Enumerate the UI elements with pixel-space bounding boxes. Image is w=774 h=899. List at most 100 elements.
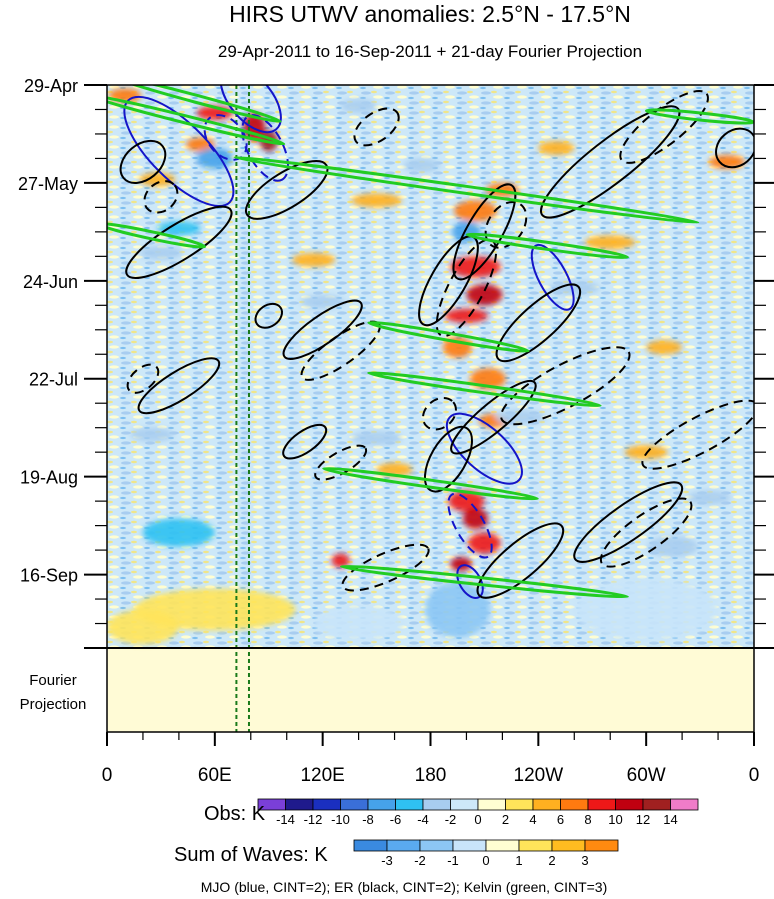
anomaly-blob-31 xyxy=(351,431,402,446)
anomaly-blob-11 xyxy=(444,308,489,323)
wave-legend-text: MJO (blue, CINT=2); ER (black, CINT=2); … xyxy=(201,879,608,895)
mjo-contour-6 xyxy=(447,492,493,559)
obs-colorbar-level-6: -2 xyxy=(445,812,457,827)
x-tick-label-5: 60W xyxy=(627,765,666,786)
obs-colorbar: -14 -12 -10 -8 -6 -4 -2 0 2 4 6 8 10 12 14 xyxy=(257,798,699,827)
anomaly-blob-35 xyxy=(647,536,699,558)
x-tick-label-3: 180 xyxy=(415,765,447,786)
anomaly-blob-6 xyxy=(351,193,402,208)
obs-colorbar-swatch-9 xyxy=(505,798,534,811)
er-contour-23 xyxy=(476,522,565,599)
obs-colorbar-swatch-11 xyxy=(560,798,589,811)
y-axis: 29-Apr 27-May 24-Jun 22-Jul 19-Aug 16-Sep xyxy=(18,76,774,625)
er-contour-35 xyxy=(254,302,283,329)
anomaly-blob-26 xyxy=(538,140,575,155)
waves-colorbar-swatch-3 xyxy=(452,839,487,852)
kelvin-contour-38 xyxy=(107,94,286,146)
waves-colorbar-swatch-0 xyxy=(353,839,388,852)
obs-colorbar-level-4: -6 xyxy=(390,812,402,827)
anomaly-blob-45 xyxy=(107,609,179,645)
y-tick-label-1: 27-May xyxy=(18,174,78,194)
mjo-contour-4 xyxy=(530,243,575,311)
y-tick-label-0: 29-Apr xyxy=(24,76,78,96)
obs-colorbar-swatch-12 xyxy=(587,798,616,811)
anomaly-blob-21 xyxy=(450,557,472,572)
obs-colorbar-swatch-4 xyxy=(367,798,396,811)
chart-title: HIRS UTWV anomalies: 2.5°N - 17.5°N xyxy=(229,1,631,27)
obs-colorbar-level-9: 4 xyxy=(529,812,536,827)
x-tick-label-2: 120E xyxy=(300,765,344,786)
anomaly-blob-14 xyxy=(585,235,636,250)
kelvin-contour-37 xyxy=(112,85,282,124)
obs-colorbar-level-0: -14 xyxy=(276,812,295,827)
waves-colorbar-level-0: -3 xyxy=(381,853,393,868)
waves-colorbar-swatch-1 xyxy=(386,839,421,852)
obs-colorbar-swatch-3 xyxy=(340,798,369,811)
x-tick-label-1: 60E xyxy=(198,765,232,786)
waves-colorbar-swatch-7 xyxy=(584,839,619,852)
anomaly-blob-7 xyxy=(453,200,497,222)
anomaly-blob-38 xyxy=(687,490,731,505)
obs-colorbar-swatch-6 xyxy=(422,798,451,811)
kelvin-contour-41 xyxy=(107,222,207,249)
x-tick-label-4: 120W xyxy=(514,765,564,786)
anomaly-blob-44 xyxy=(313,606,404,642)
er-contour-26 xyxy=(119,139,167,184)
waves-colorbar-swatch-2 xyxy=(419,839,454,852)
obs-colorbar-swatch-15 xyxy=(670,798,699,811)
er-contour-31 xyxy=(137,357,221,415)
y-tick-label-4: 19-Aug xyxy=(20,468,78,488)
anomaly-blob-41 xyxy=(425,581,490,638)
waves-colorbar: -3 -2 -1 0 1 2 3 xyxy=(353,839,619,868)
er-contour-17 xyxy=(450,379,537,455)
y-tick-label-5: 16-Sep xyxy=(20,566,78,586)
er-contour-12 xyxy=(484,200,528,249)
er-contour-34 xyxy=(314,444,368,481)
kelvin-contour-42 xyxy=(367,320,530,353)
er-contour-27 xyxy=(143,180,179,214)
waves-colorbar-swatch-4 xyxy=(485,839,520,852)
kelvin-contour-40 xyxy=(465,232,629,260)
plot-area xyxy=(107,85,754,732)
anomaly-blob-10 xyxy=(466,284,503,306)
waves-colorbar-level-5: 2 xyxy=(548,853,555,868)
er-contour-20 xyxy=(641,399,754,470)
anomaly-blob-27 xyxy=(157,221,201,236)
anomaly-blob-33 xyxy=(549,280,600,295)
obs-colorbar-level-8: 2 xyxy=(502,812,509,827)
er-contour-24 xyxy=(341,543,430,592)
y-tick-label-2: 24-Jun xyxy=(23,272,78,292)
anomaly-blob-5 xyxy=(139,172,176,187)
y-tick-label-3: 22-Jul xyxy=(29,370,78,390)
anomaly-blob-13 xyxy=(292,252,336,267)
obs-colorbar-level-5: -4 xyxy=(417,812,429,827)
waves-colorbar-label: Sum of Waves: K xyxy=(174,844,328,866)
obs-colorbar-level-3: -8 xyxy=(362,812,374,827)
anomaly-blob-22 xyxy=(331,553,350,568)
er-contour-33 xyxy=(282,423,328,460)
obs-colorbar-label: Obs: K xyxy=(204,803,266,825)
kelvin-contour-39 xyxy=(233,155,700,225)
chart-subtitle: 29-Apr-2011 to 16-Sep-2011 + 21-day Four… xyxy=(218,42,642,61)
obs-colorbar-level-12: 10 xyxy=(608,812,622,827)
obs-colorbar-level-7: 0 xyxy=(474,812,481,827)
obs-colorbar-level-13: 12 xyxy=(636,812,650,827)
obs-colorbar-level-1: -12 xyxy=(304,812,323,827)
x-tick-label-0: 0 xyxy=(102,765,113,786)
er-contour-21 xyxy=(573,481,684,563)
obs-colorbar-swatch-8 xyxy=(477,798,506,811)
er-contour-18 xyxy=(423,425,473,493)
er-contour-8 xyxy=(540,105,681,219)
anomaly-blob-42 xyxy=(574,578,719,642)
obs-colorbar-level-14: 14 xyxy=(663,812,677,827)
waves-colorbar-level-3: 0 xyxy=(482,853,489,868)
anomaly-blob-36 xyxy=(130,427,174,442)
obs-colorbar-level-10: 6 xyxy=(557,812,564,827)
kelvin-contour-44 xyxy=(322,466,539,501)
vertical-markers xyxy=(235,85,250,732)
anomaly-blob-19 xyxy=(462,508,489,530)
obs-colorbar-level-11: 8 xyxy=(584,812,591,827)
er-contour-19 xyxy=(422,396,457,431)
obs-colorbar-swatch-1 xyxy=(285,798,314,811)
